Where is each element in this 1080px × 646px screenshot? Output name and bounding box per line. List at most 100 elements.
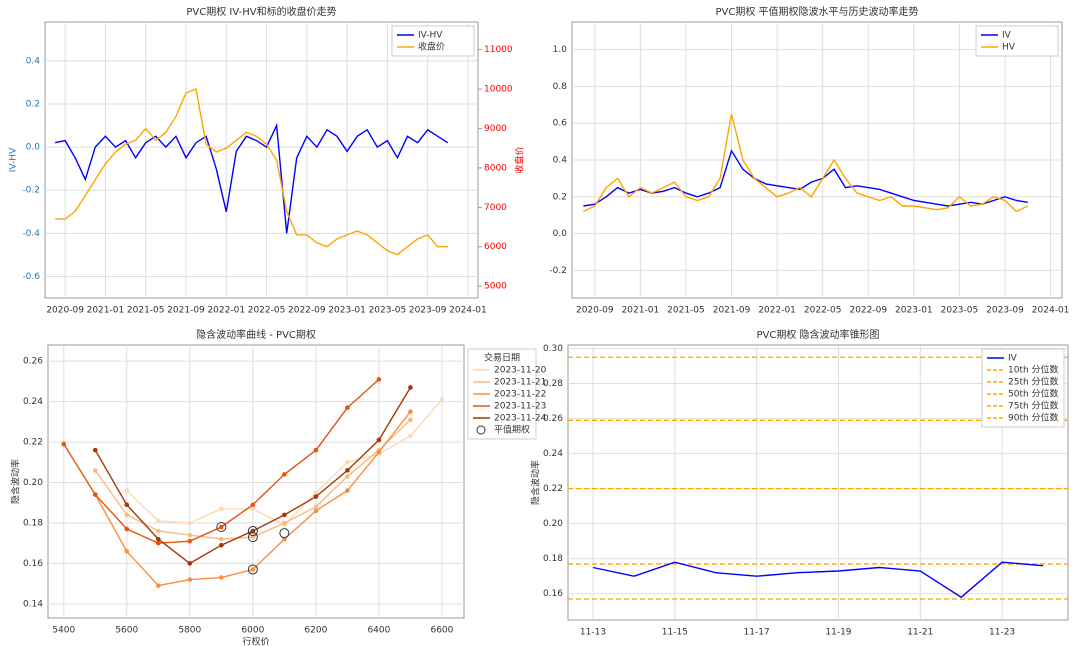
point <box>187 577 193 582</box>
atm-point <box>247 526 258 537</box>
y-tick-label: 0.2 <box>26 99 40 109</box>
y-tick-label: -0.6 <box>22 272 40 282</box>
point <box>408 385 413 390</box>
y-tick-label: 0.4 <box>26 56 41 66</box>
y2-tick-label: 7000 <box>484 203 507 213</box>
point <box>376 377 382 382</box>
y-tick-label: -0.2 <box>549 266 567 276</box>
y-tick-label: 0.14 <box>23 599 43 609</box>
legend-marker <box>476 425 486 435</box>
point <box>250 567 256 572</box>
point <box>282 520 287 526</box>
point <box>313 504 319 510</box>
y-tick-label: 0.2 <box>553 192 567 202</box>
x-tick-label: 2021-01 <box>87 306 125 316</box>
point <box>61 441 67 447</box>
legend-label: 2023-11-23 <box>494 402 546 412</box>
point <box>156 536 161 542</box>
point <box>250 528 256 534</box>
y2-tick-label: 5000 <box>484 282 507 292</box>
chart-title: PVC期权 隐含波动率锥形图 <box>756 328 879 341</box>
series-line <box>63 378 380 544</box>
x-tick-label: 11-21 <box>907 628 933 638</box>
point <box>345 474 350 479</box>
x-tick-label: 2024-01 <box>1032 306 1070 316</box>
x-tick-label: 5600 <box>115 626 138 636</box>
legend-label: 25th 分位数 <box>1008 376 1059 388</box>
x-tick-label: 6600 <box>430 626 453 636</box>
y-tick-label: 0.30 <box>543 344 563 354</box>
chart-title: PVC期权 平值期权隐波水平与历史波动率走势 <box>715 5 918 18</box>
point <box>219 506 224 512</box>
plot-frame <box>47 344 465 619</box>
y-tick-label: -0.4 <box>22 229 40 239</box>
x-tick-label: 2022-05 <box>248 306 286 316</box>
y-tick-label: 0.4 <box>553 156 568 166</box>
series-line <box>54 122 449 234</box>
x-tick-label: 2023-05 <box>941 306 979 316</box>
x-tick-label: 2023-05 <box>369 306 407 316</box>
point <box>250 534 256 540</box>
point <box>313 447 319 453</box>
y-tick-label: 0.0 <box>553 229 568 239</box>
x-tick-label: 2022-05 <box>804 306 842 316</box>
x-tick-label: 5800 <box>178 626 201 636</box>
y-tick-label: -0.2 <box>22 186 40 196</box>
point <box>187 561 193 566</box>
point <box>187 532 193 538</box>
y-tick-label: 0.16 <box>23 559 43 569</box>
x-tick-label: 11-13 <box>580 628 606 638</box>
legend-label: 90th 分位数 <box>1008 412 1059 424</box>
y-tick-label: 0.26 <box>543 414 563 424</box>
legend-label: HV <box>1002 43 1016 53</box>
legend-box <box>981 348 1065 428</box>
y-tick-label: 0.22 <box>23 438 43 448</box>
x-tick-label: 2022-01 <box>207 306 245 316</box>
point <box>219 536 224 542</box>
y-tick-label: 0.20 <box>23 478 43 488</box>
x-tick-label: 6400 <box>367 626 390 636</box>
x-tick-label: 2023-09 <box>986 306 1024 316</box>
y2-tick-label: 10000 <box>484 85 513 95</box>
y-axis-label: 隐含波动率 <box>10 459 22 504</box>
plot-frame <box>44 21 479 299</box>
point <box>282 472 287 477</box>
point <box>92 468 98 473</box>
x-tick-label: 11-15 <box>662 628 688 638</box>
point <box>124 512 130 518</box>
legend-box <box>391 25 475 57</box>
series-line <box>126 399 443 526</box>
legend-label: 2023-11-22 <box>494 390 546 400</box>
y-tick-label: 0.0 <box>26 143 41 153</box>
y-tick-label: 0.24 <box>543 449 563 459</box>
x-tick-label: 2021-01 <box>622 306 660 316</box>
y2-axis-label: 收盘价 <box>514 146 526 173</box>
point <box>408 417 413 423</box>
y-axis-label: 隐含波动率 <box>530 460 542 505</box>
y-tick-label: 0.28 <box>543 379 563 389</box>
x-tick-label: 2022-01 <box>758 306 796 316</box>
legend-label: 2023-11-21 <box>494 378 546 388</box>
x-tick-label: 6000 <box>241 626 264 636</box>
x-tick-label: 2021-09 <box>713 306 751 316</box>
point <box>124 526 130 532</box>
point <box>187 520 193 526</box>
point <box>156 540 161 546</box>
x-tick-label: 5400 <box>52 626 75 636</box>
point <box>156 518 161 524</box>
x-tick-label: 11-17 <box>744 628 770 638</box>
y2-tick-label: 8000 <box>484 163 507 173</box>
x-tick-label: 2021-09 <box>167 306 205 316</box>
legend-label: IV <box>1002 31 1012 41</box>
point <box>345 488 350 493</box>
x-tick-label: 2023-01 <box>328 306 366 316</box>
legend-label: 50th 分位数 <box>1008 388 1059 400</box>
series-line <box>592 561 1044 599</box>
point <box>124 548 130 554</box>
point <box>439 397 445 402</box>
point <box>313 508 319 514</box>
y2-tick-label: 11000 <box>484 45 513 55</box>
legend-title: 交易日期 <box>484 352 520 364</box>
y2-tick-label: 9000 <box>484 124 507 134</box>
